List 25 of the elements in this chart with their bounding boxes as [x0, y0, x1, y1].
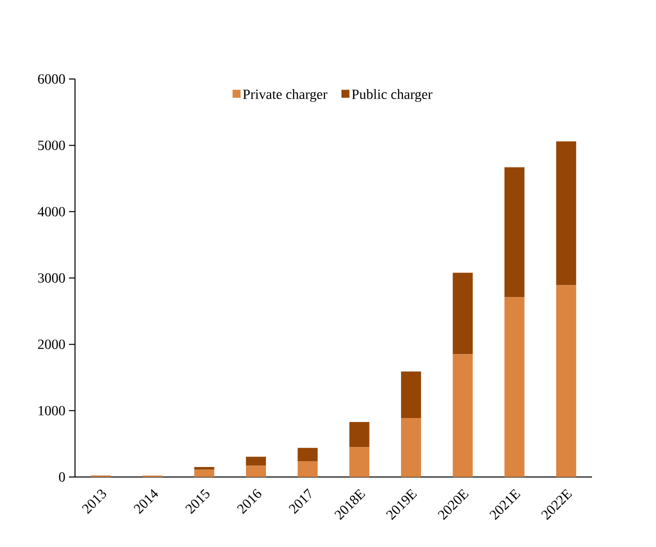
- bar: [246, 456, 266, 466]
- y-tick-label: 2000: [38, 340, 65, 350]
- bar: [349, 422, 370, 448]
- y-tick-label: 1000: [38, 406, 65, 416]
- bar: [504, 167, 524, 298]
- y-tick-label: 3000: [38, 273, 65, 283]
- bar: [194, 470, 214, 477]
- bar: [194, 467, 214, 470]
- bar: [401, 372, 422, 418]
- bar: [298, 448, 318, 462]
- y-tick-label: 5000: [38, 140, 65, 150]
- bar: [504, 297, 524, 477]
- bar: [452, 354, 473, 477]
- bar: [452, 272, 473, 354]
- bar: [556, 141, 576, 286]
- y-tick-label: 4000: [38, 206, 65, 216]
- y-tick-label: 6000: [38, 74, 65, 84]
- bar: [556, 285, 576, 477]
- bar: [246, 466, 266, 477]
- bar: [401, 418, 422, 477]
- bar: [298, 461, 318, 477]
- y-tick-label: 0: [59, 472, 65, 482]
- legend-label: Public charger: [352, 89, 432, 102]
- bar: [349, 447, 370, 477]
- legend-label: Private charger: [242, 89, 328, 102]
